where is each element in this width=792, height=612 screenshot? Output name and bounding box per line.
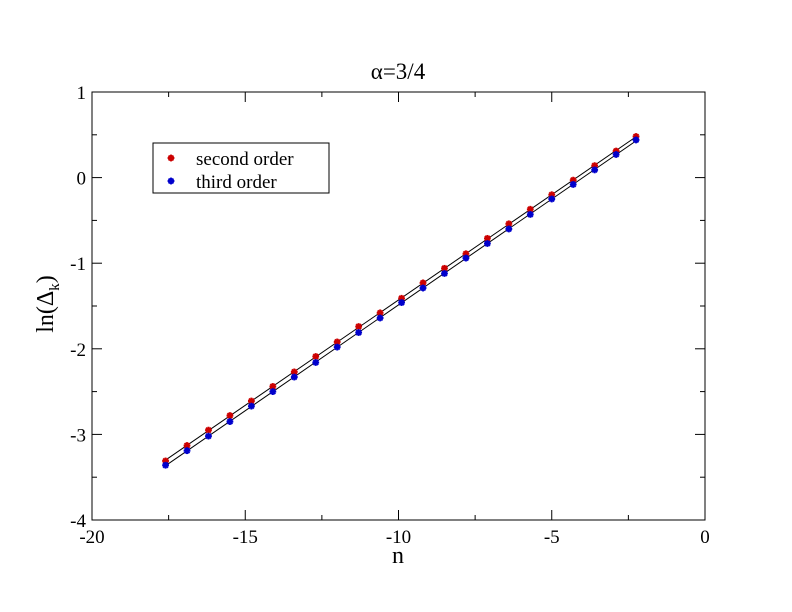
data-point-third-order	[226, 418, 234, 425]
data-point-third-order	[269, 388, 277, 395]
data-point-third-order	[205, 432, 212, 440]
x-tick-label: -15	[233, 527, 258, 548]
data-point-third-order	[462, 254, 470, 262]
data-point-third-order	[441, 270, 448, 277]
data-point-third-order	[526, 211, 534, 218]
legend-point-second-order	[167, 154, 175, 162]
data-point-third-order	[419, 284, 427, 292]
data-point-third-order	[376, 314, 384, 322]
data-point-third-order	[483, 240, 491, 247]
y-axis-label-main: ln(Δ	[33, 291, 59, 333]
legend-marker-third-order	[167, 177, 175, 185]
data-point-third-order	[569, 181, 577, 188]
legend-marker-second-order	[167, 154, 175, 162]
data-points	[162, 133, 640, 469]
data-point-third-order	[612, 151, 620, 158]
y-tick-label: -2	[70, 340, 86, 361]
data-point-third-order	[333, 343, 341, 351]
data-point-third-order	[505, 225, 513, 233]
data-point-third-order	[290, 373, 298, 381]
data-point-second-order	[312, 353, 320, 360]
data-point-second-order	[526, 205, 534, 213]
data-point-third-order	[312, 359, 320, 366]
legend-box	[152, 142, 330, 194]
y-tick-label: -3	[70, 425, 86, 446]
legend-point-third-order	[167, 177, 175, 185]
x-tick-label: -5	[544, 527, 560, 548]
svg-text:ln(Δk): ln(Δk)	[33, 275, 63, 333]
x-axis-label: n	[392, 543, 404, 569]
data-point-third-order	[632, 136, 640, 144]
axes-ticks: -20 -15 -10 -5 0-4-3-2-101	[70, 83, 710, 548]
y-axis-label: ln(Δk)	[33, 275, 63, 333]
legend: second order third order	[152, 142, 330, 194]
x-tick-label: 0	[700, 527, 710, 548]
data-point-second-order	[205, 426, 212, 434]
legend-label-third-order: third order	[196, 172, 277, 193]
data-point-third-order	[162, 461, 169, 469]
data-point-third-order	[183, 447, 191, 455]
y-tick-label: -4	[70, 511, 86, 532]
data-point-third-order	[355, 329, 363, 336]
x-tick-label: -20	[79, 527, 104, 548]
data-point-second-order	[355, 323, 363, 330]
data-point-second-order	[226, 412, 234, 419]
data-point-third-order	[247, 402, 255, 410]
data-point-second-order	[505, 220, 513, 228]
y-tick-label: -1	[70, 254, 86, 275]
data-point-third-order	[591, 166, 599, 174]
data-point-second-order	[333, 338, 341, 346]
y-axis-label-sub: k	[47, 283, 63, 291]
x-tick-label: -10	[386, 527, 411, 548]
data-point-second-order	[290, 368, 298, 376]
data-point-third-order	[398, 299, 405, 306]
chart-title: α=3/4	[371, 59, 426, 84]
y-axis-label-close: )	[33, 275, 59, 283]
data-point-third-order	[548, 195, 556, 203]
y-tick-label: 0	[77, 169, 87, 190]
y-tick-label: 1	[77, 83, 87, 104]
legend-label-second-order: second order	[196, 149, 294, 170]
